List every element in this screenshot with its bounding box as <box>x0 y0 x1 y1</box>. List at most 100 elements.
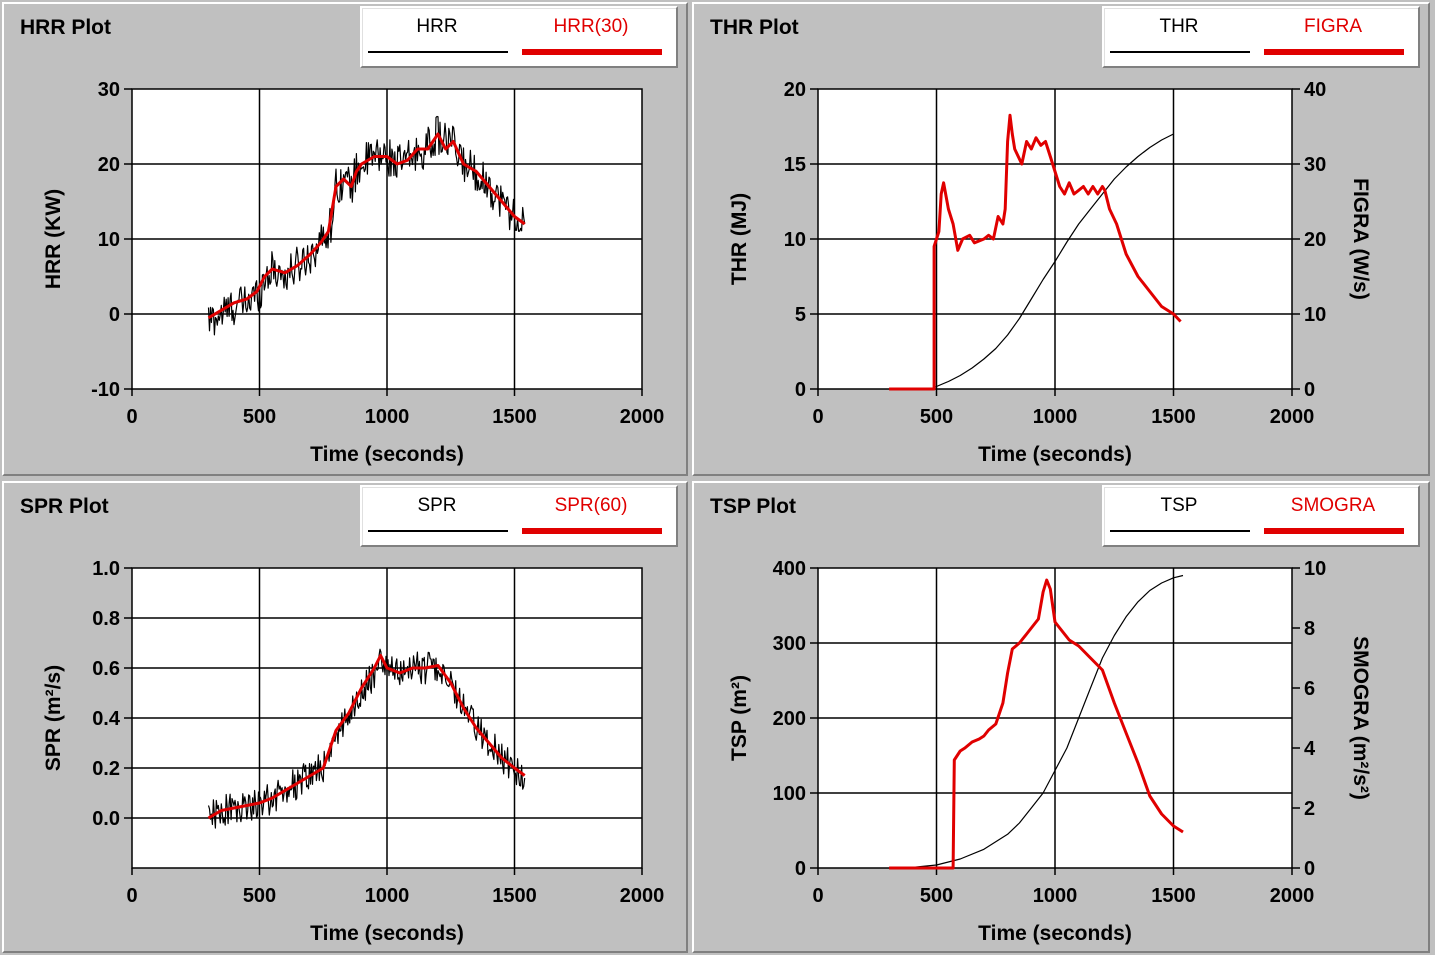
x-axis-title: Time (seconds) <box>978 922 1132 945</box>
y-tick-label: 0.4 <box>92 708 121 730</box>
y-tick-label: 0 <box>795 858 806 880</box>
x-tick-label: 500 <box>243 406 276 428</box>
x-tick-label: 1000 <box>1033 406 1078 428</box>
legend: SPR SPR(60) <box>360 485 678 547</box>
panel-title: HRR Plot <box>20 16 111 39</box>
y-tick-label: 0 <box>109 304 120 326</box>
x-tick-label: 0 <box>126 885 137 907</box>
panel-title: TSP Plot <box>710 495 796 518</box>
legend-entry-figra: FIGRA <box>1260 8 1406 68</box>
series-line-hrr-30- <box>207 132 526 320</box>
x-tick-label: 1500 <box>1151 406 1196 428</box>
legend-line-hrr-30 <box>522 49 662 55</box>
y-tick-label: 0.2 <box>92 758 120 780</box>
legend-label: TSP <box>1160 495 1198 516</box>
legend-label: SMOGRA <box>1290 495 1376 516</box>
y2-axis-title: SMOGRA (m²/s²) <box>1349 636 1372 800</box>
y-axis-title: HRR (KW) <box>42 189 65 289</box>
legend-entry-hrr-30: HRR(30) <box>518 8 664 68</box>
plot-border <box>817 88 1293 390</box>
y-tick-label: 30 <box>98 79 120 101</box>
x-tick-label: 2000 <box>1270 885 1315 907</box>
y2-tick-label: 2 <box>1304 798 1315 820</box>
tsp-plot: 0 500 1000 1500 2000 0 100 200 300 400 0 2 4 6 8 10 Time… <box>728 558 1372 945</box>
spr-plot: 0 500 1000 1500 2000 0.0 0.2 0.4 0.6 0.8 1.0 Time (… <box>42 558 665 945</box>
x-tick-label: 0 <box>812 885 823 907</box>
tsp-plot-panel: TSP Plot TSP SMOGRA 0 500 1000 1500 2000 0 100… <box>692 481 1430 953</box>
series-line-smogra <box>889 578 1184 870</box>
y2-tick-label: 6 <box>1304 678 1315 700</box>
x-tick-label: 1000 <box>365 885 410 907</box>
series-line-thr <box>933 133 1174 389</box>
y-tick-label: 200 <box>773 708 806 730</box>
y2-tick-label: 0 <box>1304 379 1315 401</box>
legend: TSP SMOGRA <box>1102 485 1420 547</box>
plot-border <box>131 88 643 390</box>
x-tick-label: 1500 <box>492 406 537 428</box>
legend-label: HRR <box>416 16 458 37</box>
plot-border <box>817 567 1293 869</box>
y2-axis-title: FIGRA (W/s) <box>1349 178 1372 300</box>
y-axis-title: THR (MJ) <box>728 193 751 285</box>
x-tick-label: 500 <box>920 406 953 428</box>
x-tick-label: 2000 <box>620 406 665 428</box>
y2-tick-label: 10 <box>1304 304 1326 326</box>
legend-line-thr <box>1110 51 1250 53</box>
thr-plot: 0 500 1000 1500 2000 0 5 10 15 20 0 10 20 30 40 Time (s… <box>728 79 1372 466</box>
spr-plot-panel: SPR Plot SPR SPR(60) 0 500 1000 1500 2000 0.0… <box>2 481 688 953</box>
x-axis-title: Time (seconds) <box>978 443 1132 466</box>
y-tick-label: 20 <box>784 79 806 101</box>
thr-plot-panel: THR Plot THR FIGRA 0 500 1000 1500 2000 0 5 10 1… <box>692 2 1430 476</box>
y-tick-label: -10 <box>91 379 120 401</box>
x-tick-label: 2000 <box>620 885 665 907</box>
plot-border <box>131 567 643 869</box>
panel-title: THR Plot <box>710 16 799 39</box>
legend: HRR HRR(30) <box>360 6 678 68</box>
y-tick-label: 10 <box>98 229 120 251</box>
legend-entry-tsp: TSP <box>1106 487 1252 547</box>
y-tick-label: 0.0 <box>92 808 120 830</box>
legend-label: THR <box>1159 16 1199 37</box>
y2-tick-label: 20 <box>1304 229 1326 251</box>
y-tick-label: 15 <box>784 154 806 176</box>
y-tick-label: 100 <box>773 783 806 805</box>
legend-label: SPR(60) <box>554 495 628 516</box>
legend-label: FIGRA <box>1303 16 1363 37</box>
y2-tick-label: 10 <box>1304 558 1326 580</box>
x-tick-label: 1500 <box>492 885 537 907</box>
y-axis-title: TSP (m²) <box>728 675 751 761</box>
y-tick-label: 300 <box>773 633 806 655</box>
legend-entry-hrr: HRR <box>364 8 510 68</box>
series-line-tsp <box>889 574 1184 869</box>
panel-title: SPR Plot <box>20 495 109 518</box>
y-tick-label: 1.0 <box>92 558 120 580</box>
y2-tick-label: 8 <box>1304 618 1315 640</box>
y2-tick-label: 0 <box>1304 858 1315 880</box>
y-tick-label: 400 <box>773 558 806 580</box>
x-axis-title: Time (seconds) <box>310 922 464 945</box>
series-line-hrr <box>207 115 526 336</box>
hrr-plot-panel: HRR Plot HRR HRR(30) 0 500 1000 1500 2000 -10… <box>2 2 688 476</box>
x-axis-title: Time (seconds) <box>310 443 464 466</box>
y-tick-label: 0.6 <box>92 658 120 680</box>
legend-entry-spr: SPR <box>364 487 510 547</box>
legend-entry-thr: THR <box>1106 8 1252 68</box>
x-tick-label: 1000 <box>1033 885 1078 907</box>
x-tick-label: 1500 <box>1151 885 1196 907</box>
legend-label: HRR(30) <box>553 16 629 37</box>
y2-tick-label: 4 <box>1304 738 1316 760</box>
y-tick-label: 10 <box>784 229 806 251</box>
x-tick-label: 2000 <box>1270 406 1315 428</box>
y2-tick-label: 40 <box>1304 79 1326 101</box>
legend-entry-smogra: SMOGRA <box>1260 487 1406 547</box>
y2-tick-label: 30 <box>1304 154 1326 176</box>
series-line-figra <box>889 113 1182 391</box>
x-tick-label: 0 <box>812 406 823 428</box>
x-tick-label: 1000 <box>365 406 410 428</box>
y-tick-label: 20 <box>98 154 120 176</box>
legend-line-hrr <box>368 51 508 53</box>
x-tick-label: 500 <box>243 885 276 907</box>
x-tick-label: 0 <box>126 406 137 428</box>
legend: THR FIGRA <box>1102 6 1420 68</box>
